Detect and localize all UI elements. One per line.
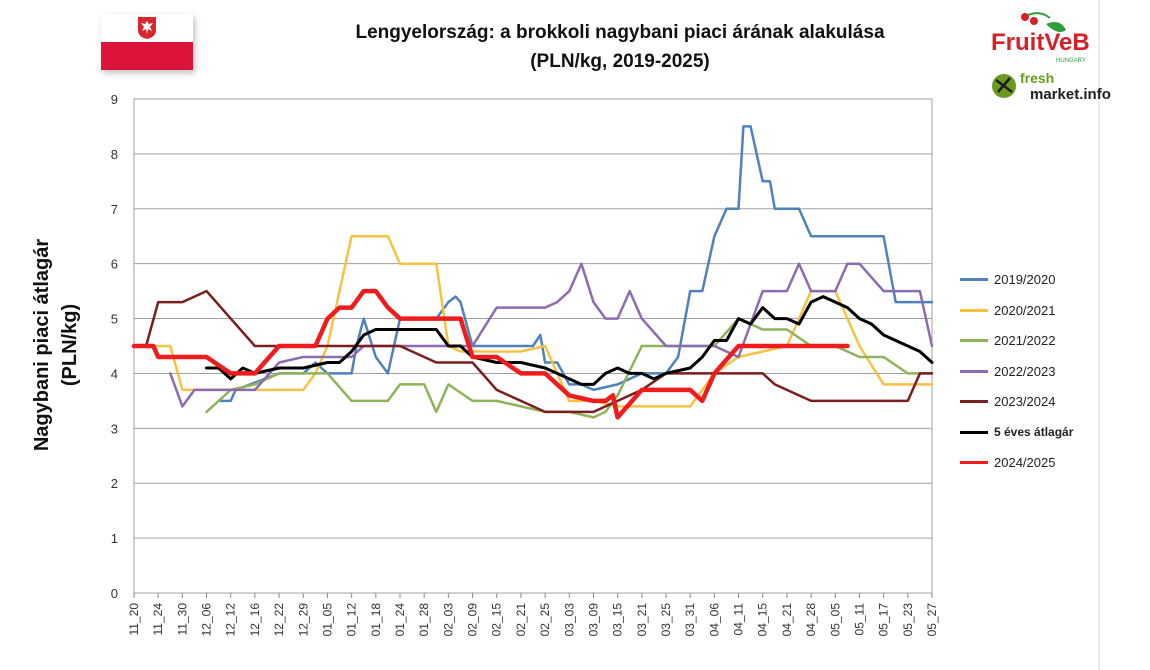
y-tick-label: 8 bbox=[111, 147, 118, 162]
legend-swatch bbox=[960, 339, 988, 342]
legend-item: 2021/2022 bbox=[960, 331, 1090, 351]
y-tick-label: 3 bbox=[111, 421, 118, 436]
freshmarket-logo: fresh market.info bbox=[992, 70, 1111, 103]
legend-label: 2020/2021 bbox=[994, 302, 1056, 318]
x-tick-label: 05_23 bbox=[901, 603, 915, 637]
x-tick-label: 03_09 bbox=[586, 603, 600, 637]
x-tick-label: 05_11 bbox=[852, 603, 866, 636]
legend-swatch bbox=[960, 278, 988, 281]
chart-title-line1: Lengyelország: a brokkoli nagybani piaci… bbox=[355, 22, 885, 43]
x-tick-label: 04_15 bbox=[756, 603, 770, 637]
legend-item: 2023/2024 bbox=[960, 392, 1090, 412]
logo-cherry-icon bbox=[1021, 13, 1029, 21]
fruitveb-logo-subtext: HUNGARY bbox=[1056, 58, 1086, 64]
eagle-emblem-icon bbox=[138, 17, 156, 39]
fruitveb-logo: FruitVeB HUNGARY bbox=[991, 12, 1090, 64]
x-tick-label: 05_17 bbox=[877, 603, 891, 637]
x-tick-label: 11_20 bbox=[127, 603, 141, 636]
legend-item: 2020/2021 bbox=[960, 301, 1090, 321]
legend-swatch bbox=[960, 400, 988, 403]
series-line-5-ves-tlag-r bbox=[205, 295, 934, 386]
freshmarket-text-2: market.info bbox=[1030, 86, 1111, 103]
y-tick-label: 2 bbox=[111, 476, 118, 491]
legend-item: 2022/2023 bbox=[960, 362, 1090, 382]
legend-item: 2024/2025 bbox=[960, 453, 1090, 473]
legend-label: 2022/2023 bbox=[994, 363, 1056, 379]
y-tick-label: 1 bbox=[111, 531, 118, 546]
x-tick-label: 02_15 bbox=[490, 603, 504, 637]
x-tick-label: 11_30 bbox=[175, 603, 189, 636]
legend-swatch bbox=[960, 430, 988, 434]
fruitveb-logo-text: FruitVeB bbox=[991, 29, 1090, 56]
x-tick-label: 01_12 bbox=[345, 603, 359, 637]
x-tick-label: 03_31 bbox=[683, 603, 697, 637]
x-tick-label: 04_06 bbox=[707, 603, 721, 637]
x-tick-label: 11_24 bbox=[151, 603, 165, 636]
legend-swatch bbox=[960, 369, 988, 373]
x-tick-label: 12_06 bbox=[200, 603, 214, 637]
x-tick-label: 02_25 bbox=[538, 603, 552, 637]
chart-title: Lengyelország: a brokkoli nagybani piaci… bbox=[270, 18, 970, 76]
y-tick-label: 6 bbox=[111, 257, 118, 272]
x-tick-label: 05_05 bbox=[828, 603, 842, 637]
x-tick-label: 04_21 bbox=[780, 603, 794, 637]
series-line-2024-2025 bbox=[131, 288, 850, 420]
x-tick-label: 03_25 bbox=[659, 603, 673, 637]
flag-red-band bbox=[101, 42, 193, 70]
poland-flag bbox=[101, 14, 193, 70]
legend-item: 2019/2020 bbox=[960, 270, 1090, 290]
x-tick-label: 03_21 bbox=[635, 603, 649, 637]
legend-swatch bbox=[960, 308, 988, 312]
chart-title-line2: (PLN/kg, 2019-2025) bbox=[530, 51, 710, 72]
y-tick-label: 7 bbox=[111, 202, 118, 217]
y-tick-label: 4 bbox=[111, 366, 118, 381]
x-tick-label: 12_12 bbox=[224, 603, 238, 637]
y-tick-label: 9 bbox=[111, 92, 118, 107]
x-tick-label: 04_28 bbox=[804, 603, 818, 637]
legend-label: 2023/2024 bbox=[994, 394, 1056, 409]
legend-label: 2019/2020 bbox=[994, 272, 1056, 287]
y-tick-label: 5 bbox=[111, 312, 118, 327]
legend-item: 5 éves átlagár bbox=[960, 423, 1090, 443]
x-tick-label: 02_21 bbox=[514, 603, 528, 637]
series-line-2022-2023 bbox=[169, 262, 934, 408]
x-tick-label: 02_03 bbox=[441, 603, 455, 637]
series-line-2019-2020 bbox=[217, 125, 934, 403]
x-tick-label: 12_22 bbox=[272, 603, 286, 637]
x-tick-label: 01_18 bbox=[369, 603, 383, 637]
series-line-2023-2024 bbox=[144, 289, 934, 414]
page-edge bbox=[1098, 0, 1100, 670]
logo-leaf-icon bbox=[1046, 22, 1066, 32]
series-line-2021-2022 bbox=[205, 317, 934, 419]
x-tick-label: 03_15 bbox=[611, 603, 625, 637]
x-tick-label: 05_27 bbox=[925, 603, 939, 637]
legend-label: 2021/2022 bbox=[994, 333, 1056, 348]
x-tick-label: 02_09 bbox=[466, 603, 480, 637]
x-tick-label: 04_11 bbox=[732, 603, 746, 636]
legend-label: 2024/2025 bbox=[994, 455, 1056, 470]
x-tick-label: 12_29 bbox=[296, 603, 310, 637]
x-tick-label: 03_03 bbox=[562, 603, 576, 637]
freshmarket-text-1: fresh bbox=[1020, 70, 1054, 86]
x-tick-label: 12_16 bbox=[248, 603, 262, 637]
x-tick-label: 01_28 bbox=[417, 603, 431, 637]
y-tick-label: 0 bbox=[111, 586, 118, 601]
x-tick-label: 01_05 bbox=[320, 603, 334, 637]
legend-label: 5 éves átlagár bbox=[994, 424, 1074, 439]
x-tick-label: 01_24 bbox=[393, 603, 407, 637]
legend-swatch bbox=[960, 461, 988, 464]
series-line-2020-2021 bbox=[132, 234, 934, 408]
